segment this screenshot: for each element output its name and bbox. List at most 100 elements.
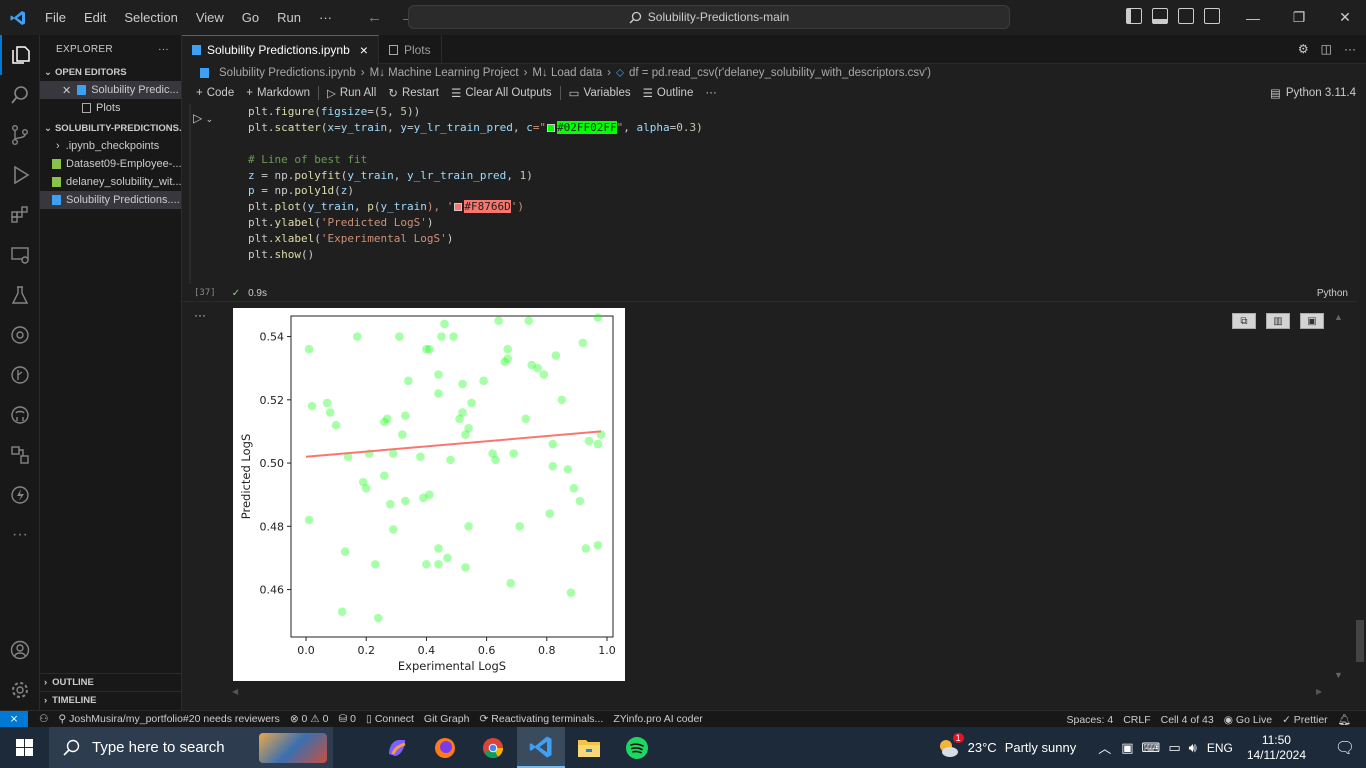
connect-status[interactable]: ▯ Connect — [361, 713, 419, 725]
vscode-taskbar-icon[interactable] — [517, 727, 565, 768]
toggle-secondary-sidebar-icon[interactable] — [1178, 8, 1194, 24]
more-actions-icon[interactable]: ··· — [1344, 42, 1356, 56]
git-graph-icon[interactable] — [0, 355, 40, 395]
menu-run[interactable]: Run — [277, 10, 301, 25]
notebook-settings-icon[interactable]: ⚙ — [1297, 42, 1309, 56]
outline-section[interactable]: › OUTLINE — [40, 673, 182, 691]
run-all-button[interactable]: ▷ Run All — [321, 86, 382, 100]
output-more-button[interactable]: ··· — [194, 308, 206, 322]
file-explorer-icon[interactable] — [565, 727, 613, 768]
menu-selection[interactable]: Selection — [124, 10, 178, 25]
notifications-bell-icon[interactable]: 🔔︎ — [1337, 714, 1351, 726]
color-swatch-red[interactable] — [454, 203, 463, 211]
clock[interactable]: 11:50 14/11/2024 — [1247, 733, 1306, 763]
breadcrumb-cell[interactable]: df = pd.read_csv(r'delaney_solubility_wi… — [629, 67, 931, 79]
eol-status[interactable]: CRLF — [1123, 713, 1151, 726]
indentation-status[interactable]: Spaces: 4 — [1066, 713, 1114, 726]
code-line-7[interactable]: plt.plot(y_train, p(y_train), ' #F8766D') — [248, 200, 524, 213]
search-icon[interactable] — [0, 75, 40, 115]
cell-position-status[interactable]: Cell 4 of 43 — [1160, 713, 1214, 726]
remote-icon[interactable]: ⨯ — [0, 710, 28, 728]
breadcrumb-section[interactable]: M↓ Machine Learning Project — [369, 67, 519, 79]
code-line-6[interactable]: p = np.poly1d(z) — [248, 184, 354, 197]
variables-button[interactable]: ▭ Variables — [563, 86, 637, 100]
firefox-icon[interactable] — [421, 727, 469, 768]
accounts-icon[interactable]: ⚇ — [39, 713, 49, 725]
file-solubility-notebook[interactable]: Solubility Predictions.... — [40, 191, 181, 209]
jupyter-icon[interactable] — [0, 435, 40, 475]
kernel-picker[interactable]: ▤ Python 3.11.4 — [1270, 83, 1356, 103]
vertical-scrollbar[interactable] — [1356, 620, 1364, 662]
menu-go[interactable]: Go — [241, 10, 260, 25]
chevron-up-icon[interactable]: ︿ — [1098, 741, 1112, 756]
extensions-icon[interactable] — [0, 195, 40, 235]
more-views-icon[interactable]: ··· — [12, 526, 28, 543]
language-indicator[interactable]: ENG — [1206, 740, 1233, 755]
taskbar-search[interactable]: Type here to search — [49, 727, 333, 768]
scroll-up-icon[interactable]: ▲ — [1334, 312, 1343, 322]
git-graph-status[interactable]: Git Graph — [423, 713, 470, 725]
lightning-icon[interactable] — [0, 475, 40, 515]
copy-output-icon[interactable]: ⧉ — [1232, 313, 1256, 329]
branch-status[interactable]: ⚲ JoshMusira/my_portfolio#20 needs review… — [53, 713, 284, 725]
account-icon[interactable] — [0, 630, 40, 670]
scroll-down-icon[interactable]: ▼ — [1334, 670, 1343, 680]
tab-solubility-notebook[interactable]: Solubility Predictions.ipynb × — [182, 35, 379, 64]
file-dataset09[interactable]: Dataset09-Employee-... — [40, 155, 181, 173]
code-line-10[interactable]: plt.show() — [248, 248, 315, 261]
python-env-icon[interactable] — [0, 315, 40, 355]
code-line-8[interactable]: plt.ylabel('Predicted LogS') — [248, 216, 434, 229]
start-windows-icon[interactable] — [0, 727, 48, 768]
split-editor-icon[interactable]: ◫ — [1320, 42, 1332, 56]
settings-gear-icon[interactable] — [0, 670, 40, 710]
folder-ipynb-checkpoints[interactable]: › .ipynb_checkpoints — [40, 137, 181, 155]
open-plot-viewer-icon[interactable]: ▥ — [1266, 313, 1290, 329]
back-arrow-icon[interactable]: ← — [367, 9, 382, 26]
open-editor-notebook[interactable]: ✕ Solubility Predic... — [40, 81, 181, 99]
prettier-status[interactable]: ✓ Prettier — [1282, 713, 1328, 726]
meet-now-icon[interactable]: ▣ — [1121, 739, 1134, 755]
timeline-section[interactable]: › TIMELINE — [40, 691, 182, 709]
weather-icon[interactable]: 1 — [936, 732, 964, 760]
code-line-9[interactable]: plt.xlabel('Experimental LogS') — [248, 232, 454, 245]
volume-icon[interactable]: 🔊︎ — [1188, 739, 1197, 755]
source-control-icon[interactable] — [0, 115, 40, 155]
go-live-status[interactable]: ◉ Go Live — [1219, 714, 1277, 726]
cell-language[interactable]: Python — [1316, 287, 1348, 299]
zyinfo-status[interactable]: ZYinfo.pro AI coder — [613, 713, 703, 725]
scroll-right-icon[interactable]: ▶ — [1316, 687, 1323, 696]
add-markdown-button[interactable]: + Markdown — [240, 87, 316, 99]
scroll-left-icon[interactable]: ◀ — [232, 687, 239, 696]
remote-explorer-icon[interactable] — [0, 235, 40, 275]
ports-status[interactable]: ⛁ 0 — [338, 713, 357, 725]
copilot-icon[interactable] — [373, 727, 421, 768]
close-icon[interactable]: ✕ — [62, 84, 72, 97]
project-folder-section[interactable]: ⌄ SOLUBILITY-PREDICTIONS... — [40, 119, 181, 137]
close-tab-icon[interactable]: × — [359, 42, 368, 58]
explorer-icon[interactable] — [0, 35, 40, 75]
menu-more[interactable]: ··· — [319, 10, 332, 25]
testing-flask-icon[interactable] — [0, 275, 40, 315]
breadcrumb-subsection[interactable]: M↓ Load data — [532, 67, 603, 79]
command-center-search[interactable]: Solubility-Predictions-main — [408, 5, 1010, 29]
menu-view[interactable]: View — [195, 10, 224, 25]
save-output-icon[interactable]: ▣ — [1300, 313, 1324, 329]
customize-layout-icon[interactable] — [1204, 8, 1220, 24]
ime-icon[interactable]: ⌨ — [1141, 739, 1161, 755]
minimize-icon[interactable]: — — [1246, 9, 1260, 26]
code-line-2[interactable]: plt.scatter(x=y_train, y=y_lr_train_pred… — [248, 121, 703, 134]
color-swatch-green[interactable] — [547, 124, 556, 132]
spotify-icon[interactable] — [613, 727, 661, 768]
toggle-primary-sidebar-icon[interactable] — [1126, 8, 1142, 24]
restart-button[interactable]: ↻ Restart — [382, 86, 445, 100]
network-icon[interactable]: ▭ — [1168, 739, 1181, 755]
run-debug-icon[interactable] — [0, 155, 40, 195]
breadcrumb-file[interactable]: Solubility Predictions.ipynb — [219, 67, 356, 79]
run-cell-button[interactable]: ▷ ⌄ — [193, 111, 214, 125]
github-icon[interactable] — [0, 395, 40, 435]
close-window-icon[interactable]: ✕ — [1339, 9, 1351, 25]
terminal-status[interactable]: ⟳ Reactivating terminals... — [474, 713, 608, 725]
notification-center-icon[interactable]: 🗨︎ — [1334, 739, 1356, 757]
restore-icon[interactable]: ❐ — [1292, 9, 1306, 25]
menu-file[interactable]: File — [45, 10, 66, 25]
